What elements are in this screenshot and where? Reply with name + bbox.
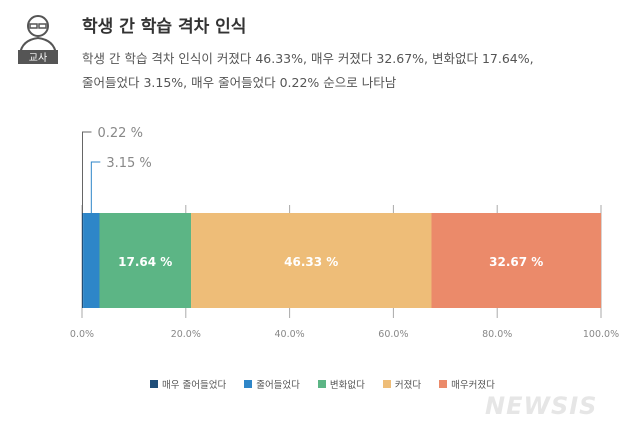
legend-label: 줄어들었다 xyxy=(256,380,300,391)
data-label: 46.33 % xyxy=(284,255,338,269)
x-tick-label: 0.0% xyxy=(70,329,94,340)
legend-swatch xyxy=(382,380,391,388)
data-label: 0.22 % xyxy=(98,126,143,141)
data-label: 32.67 % xyxy=(489,255,543,269)
subtitle-line-1: 학생 간 학습 격차 인식이 커졌다 46.33%, 매우 커졌다 32.67%… xyxy=(82,51,534,66)
legend-swatch xyxy=(244,380,253,388)
legend-item: 줄어들었다 xyxy=(244,377,300,391)
legend-label: 매우 줄어들었다 xyxy=(162,380,227,391)
legend-label: 매우커졌다 xyxy=(451,380,495,391)
x-tick-label: 80.0% xyxy=(482,329,512,340)
legend-swatch xyxy=(439,380,448,388)
data-label: 3.15 % xyxy=(106,156,151,171)
bar-segment xyxy=(431,213,602,308)
legend-label: 커졌다 xyxy=(394,380,422,391)
x-tick-label: 100.0% xyxy=(583,329,619,340)
data-label: 17.64 % xyxy=(118,255,172,269)
leader-line xyxy=(90,161,101,213)
subtitle-line-2: 줄어들었다 3.15%, 매우 줄어들었다 0.22% 순으로 나타남 xyxy=(82,75,397,90)
newsis-watermark: NEWSIS xyxy=(485,392,598,420)
legend-item: 매우 줄어들었다 xyxy=(150,377,226,391)
legend-item: 매우커졌다 xyxy=(439,377,495,391)
bar-segment xyxy=(191,213,432,308)
legend-item: 변화없다 xyxy=(317,377,365,391)
legend-label: 변화없다 xyxy=(329,380,365,391)
legend-item: 커졌다 xyxy=(382,377,422,391)
x-tick-label: 40.0% xyxy=(275,329,305,340)
leader-line xyxy=(82,131,92,213)
legend-swatch xyxy=(317,380,326,388)
bar-segment xyxy=(82,213,84,308)
page-title: 학생 간 학습 격차 인식 xyxy=(82,17,247,37)
legend: 매우 줄어들었다 줄어들었다 변화없다 커졌다 매우커졌다 xyxy=(150,377,495,391)
x-tick-label: 20.0% xyxy=(171,329,201,340)
bar-segment xyxy=(83,213,100,308)
legend-swatch xyxy=(150,380,158,388)
bar-segment xyxy=(99,213,192,308)
x-tick-label: 60.0% xyxy=(378,329,408,340)
teacher-icon: 교사 xyxy=(18,15,58,64)
teacher-badge: 교사 xyxy=(29,52,47,64)
